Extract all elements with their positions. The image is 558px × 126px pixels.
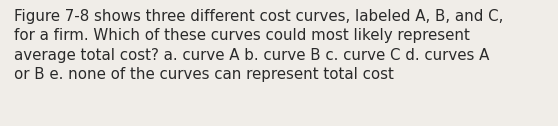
Text: Figure 7-8 shows three different cost curves, labeled A, B, and C,
for a firm. W: Figure 7-8 shows three different cost cu… (14, 9, 503, 83)
